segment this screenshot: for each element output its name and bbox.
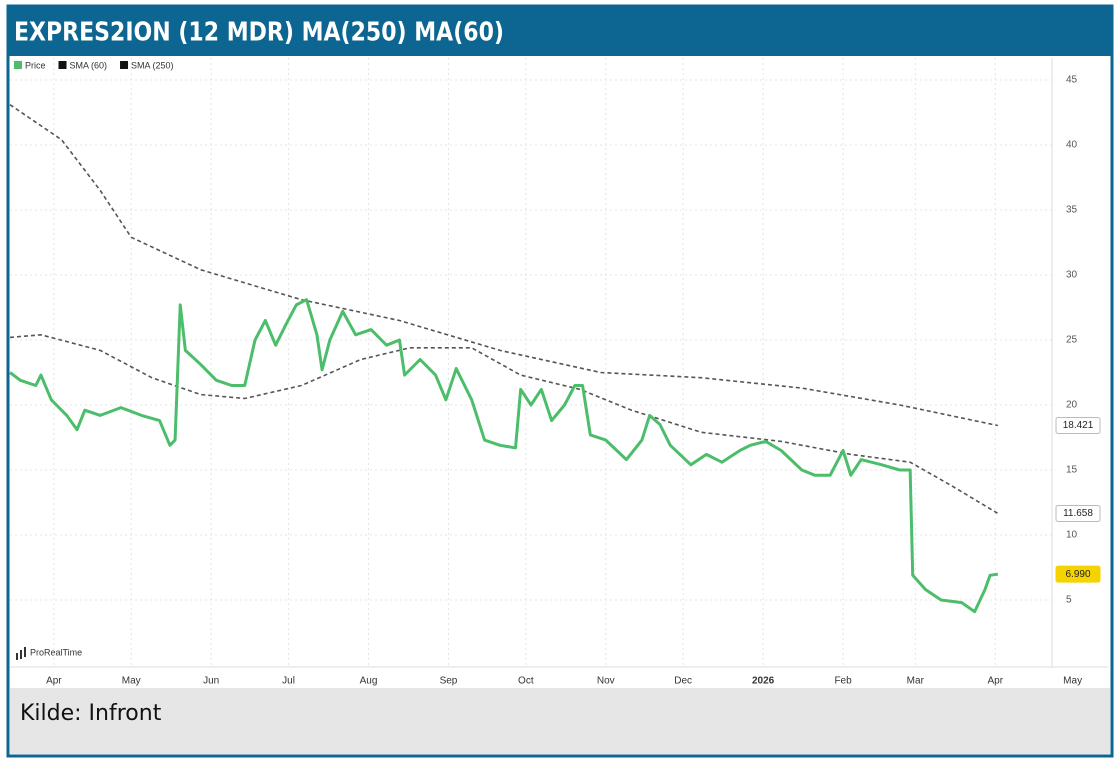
legend-label: Price: [25, 60, 46, 70]
x-tick-label: Dec: [674, 676, 692, 687]
x-tick-label: Sep: [440, 676, 458, 687]
last-value-box: [1055, 504, 1101, 522]
x-tick-label: Aug: [360, 676, 378, 687]
x-tick-label: Nov: [597, 676, 615, 687]
x-tick-label: Jul: [282, 676, 295, 687]
legend-swatch: [14, 61, 22, 69]
last-value-label: 6.990: [1065, 569, 1090, 580]
series-line: [9, 298, 999, 614]
y-tick-label: 10: [1066, 530, 1078, 541]
watermark-icon: [16, 647, 26, 660]
y-tick-label: 20: [1066, 400, 1078, 411]
x-tick-label: Mar: [907, 676, 925, 687]
y-tick-label: 30: [1066, 270, 1078, 281]
chart-title: EXPRES2ION (12 MDR) MA(250) MA(60): [14, 18, 504, 48]
x-tick-label: Apr: [46, 676, 62, 687]
legend-label: SMA (250): [131, 60, 174, 70]
series-line: [9, 334, 999, 515]
y-tick-label: 5: [1066, 595, 1072, 606]
x-tick-label: May: [122, 676, 141, 687]
series-line: [9, 104, 999, 427]
legend-label: SMA (60): [70, 60, 108, 70]
legend-swatch: [58, 61, 67, 69]
y-tick-label: 25: [1066, 335, 1078, 346]
y-tick-label: 35: [1066, 205, 1078, 216]
caption-bar: [10, 688, 1110, 754]
x-tick-label: Feb: [834, 676, 852, 687]
x-tick-label: May: [1063, 676, 1082, 687]
last-value-box: [1055, 417, 1101, 435]
y-tick-label: 40: [1066, 140, 1078, 151]
frame: [6, 4, 1114, 758]
last-value-box: [1055, 565, 1101, 583]
title-bar: [8, 6, 1112, 56]
watermark: ProRealTime: [30, 647, 82, 657]
x-tick-label: Oct: [518, 676, 534, 687]
source: Kilde: Infront: [20, 701, 162, 726]
x-tick-label: Jun: [203, 676, 219, 687]
y-tick-label: 15: [1066, 465, 1078, 476]
x-tick-label: 2026: [752, 676, 775, 687]
y-tick-label: 45: [1066, 75, 1078, 86]
legend-swatch: [120, 61, 129, 69]
last-value-label: 18.421: [1063, 420, 1094, 431]
x-tick-label: Apr: [987, 676, 1003, 687]
last-value-label: 11.658: [1063, 508, 1093, 519]
